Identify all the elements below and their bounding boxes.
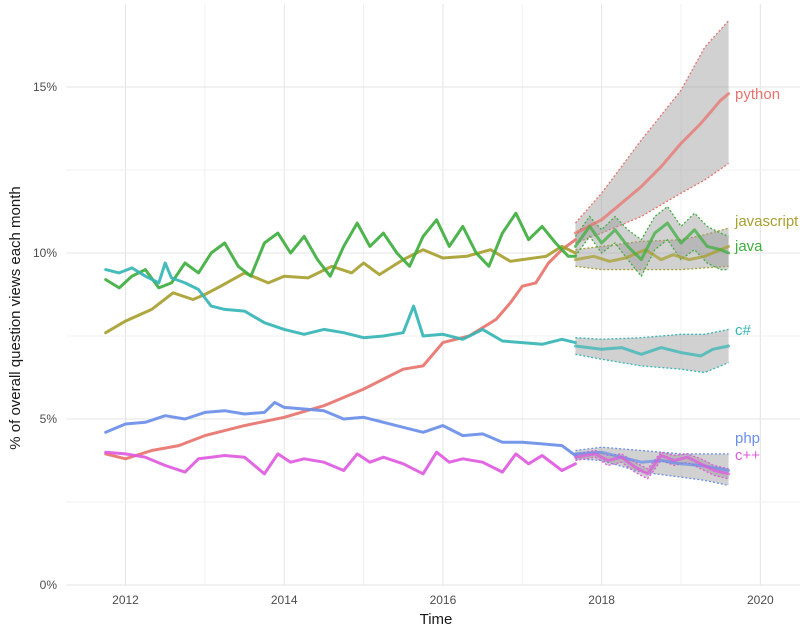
- series-label: python: [735, 86, 780, 103]
- series-label: javascript: [734, 213, 799, 230]
- series-line: [104, 238, 577, 461]
- forecast-band-lower: [575, 265, 729, 271]
- forecast-band-lower: [575, 162, 729, 244]
- forecast-band-lower: [575, 458, 729, 487]
- x-axis-ticks: 2012 2014 2016 2018 2020: [112, 593, 774, 607]
- x-axis-title: Time: [420, 611, 453, 628]
- x-tick-label: 2016: [430, 593, 457, 607]
- forecast-line: [573, 450, 731, 472]
- series-label: php: [735, 430, 760, 447]
- series-line: [104, 211, 577, 290]
- forecast-band: [575, 20, 729, 243]
- forecast-band-upper: [574, 205, 729, 241]
- forecast-line: [573, 92, 731, 235]
- y-tick-label: 15%: [33, 80, 57, 94]
- forecast-line: [573, 452, 731, 476]
- y-tick-label: 5%: [40, 412, 58, 426]
- forecast-band-upper: [574, 20, 730, 224]
- series-lines: [104, 92, 731, 476]
- series-label: java: [734, 238, 763, 255]
- x-tick-label: 2020: [747, 593, 774, 607]
- series-line: [104, 400, 577, 457]
- forecast-band-lower: [575, 456, 729, 480]
- x-tick-label: 2018: [588, 593, 615, 607]
- forecast-line: [573, 221, 731, 262]
- forecast-line: [573, 244, 731, 263]
- y-tick-label: 10%: [33, 246, 57, 260]
- x-tick-label: 2014: [271, 593, 298, 607]
- forecast-band-upper: [575, 328, 729, 340]
- series-line: [104, 261, 577, 346]
- forecast-line: [573, 344, 731, 358]
- x-tick-label: 2012: [112, 593, 139, 607]
- forecast-band-upper: [575, 446, 729, 455]
- y-tick-label: 0%: [40, 578, 58, 592]
- series-line: [104, 450, 577, 476]
- series-line: [104, 244, 577, 335]
- y-axis-ticks: 0% 5% 10% 15%: [33, 80, 57, 592]
- forecast-band-lower: [574, 235, 729, 278]
- y-axis-title: % of overall question views each month: [7, 186, 24, 449]
- series-label: c++: [735, 447, 760, 464]
- series-label: c#: [735, 322, 752, 339]
